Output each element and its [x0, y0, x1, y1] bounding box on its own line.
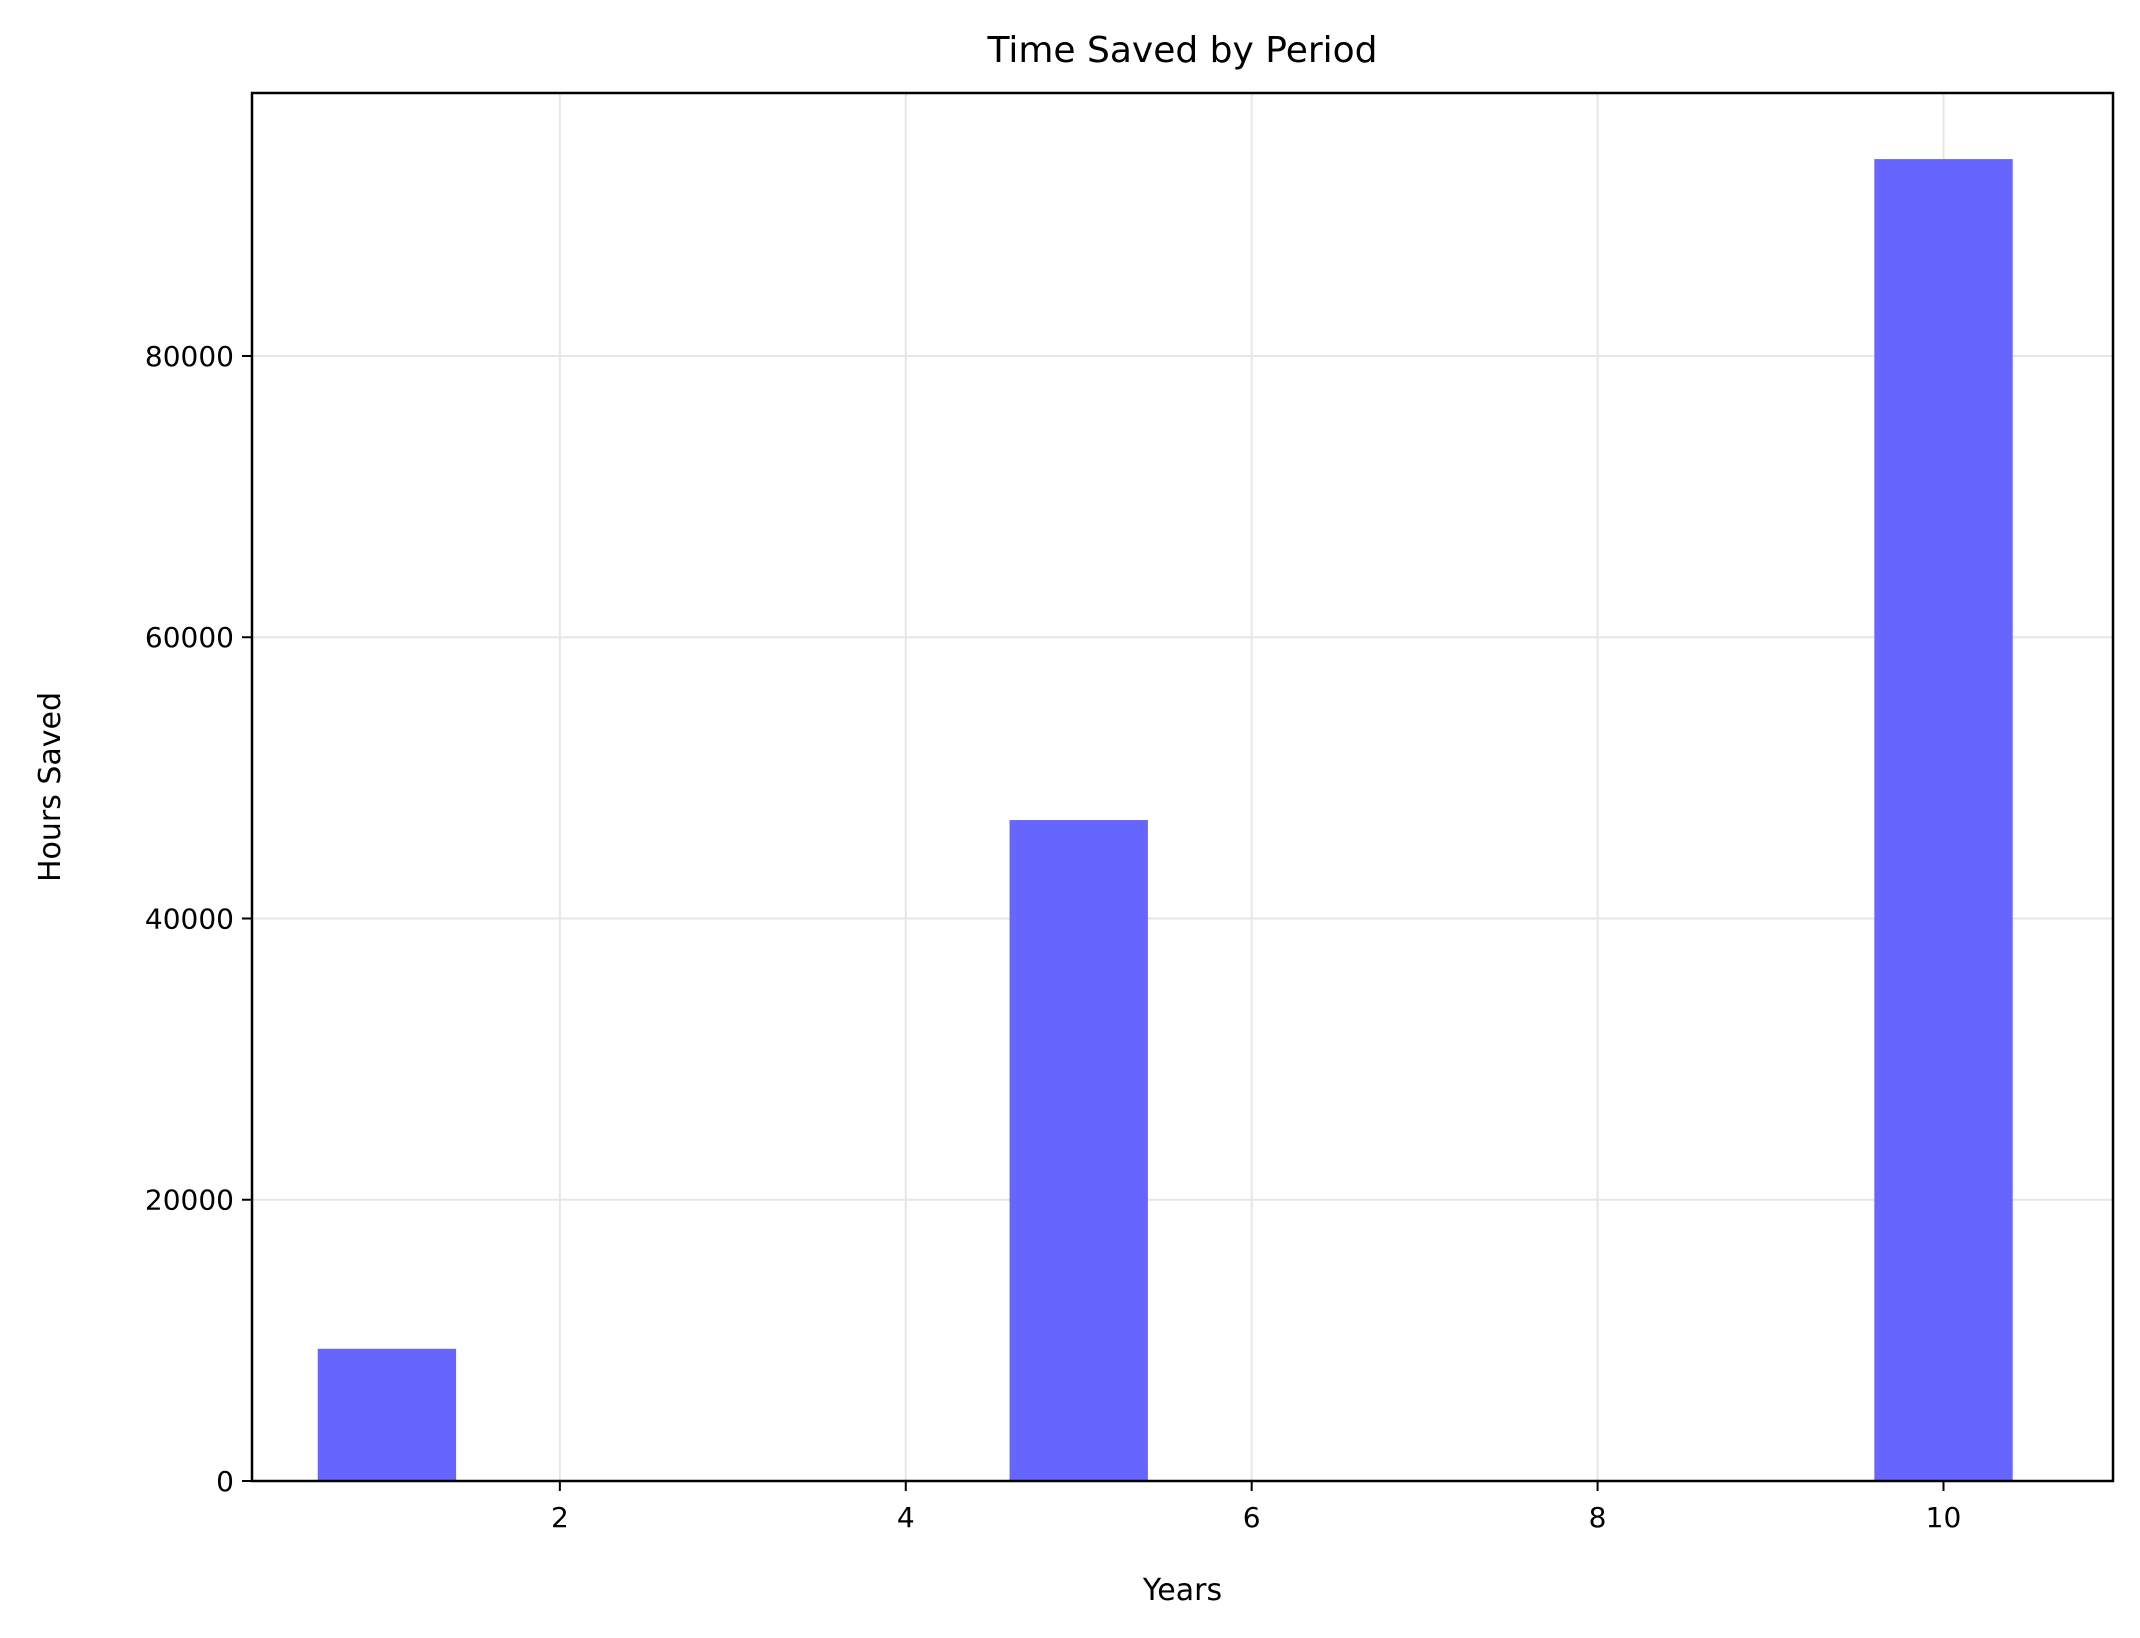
x-axis-label: Years [1142, 1573, 1222, 1608]
x-tick-label: 2 [551, 1501, 569, 1534]
bar-5-years [1009, 820, 1148, 1481]
y-axis-ticks: 0 20000 40000 60000 80000 [145, 340, 252, 1498]
x-tick-label: 6 [1243, 1501, 1261, 1534]
bar-10-years [1874, 159, 2013, 1482]
y-axis-label: Hours Saved [33, 692, 68, 882]
y-tick-label: 80000 [145, 340, 234, 373]
y-tick-label: 60000 [145, 621, 234, 654]
x-tick-label: 4 [897, 1501, 915, 1534]
y-tick-label: 0 [216, 1465, 234, 1498]
chart-title: Time Saved by Period [986, 30, 1377, 71]
y-tick-label: 40000 [145, 902, 234, 935]
x-axis-ticks: 2 4 6 8 10 [551, 1481, 1961, 1534]
grid-lines [252, 93, 2113, 1482]
bars [317, 159, 2013, 1482]
x-tick-label: 10 [1926, 1501, 1962, 1534]
y-tick-label: 20000 [145, 1184, 234, 1217]
bar-1-years [317, 1348, 457, 1481]
plot-frame [250, 91, 2115, 1483]
x-tick-label: 8 [1589, 1501, 1607, 1534]
